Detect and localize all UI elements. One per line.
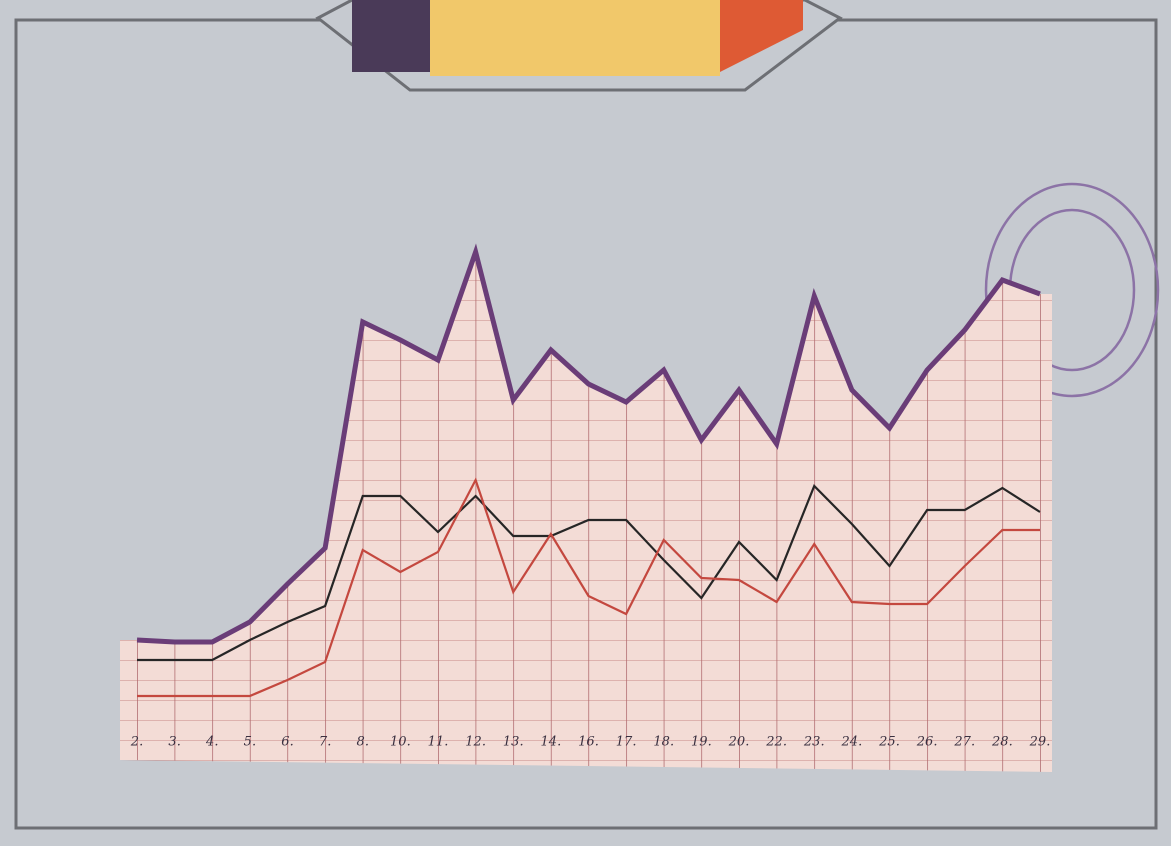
x-tick-label: 6. <box>281 735 293 750</box>
chart: 2. 3. 4. 5. 6. 7. 8. 10. 11. 12. 13. 14. 16. 17. 18. 19… <box>0 0 1171 846</box>
x-tick-label: 19. <box>691 735 712 750</box>
page: {"chart_data": {"type": "line", "categor… <box>0 0 1171 846</box>
x-tick-label: 23. <box>803 735 825 750</box>
x-tick-label: 11. <box>428 735 449 750</box>
x-tick-label: 16. <box>578 735 599 750</box>
x-tick-label: 18. <box>653 735 674 750</box>
x-tick-label: 4. <box>205 735 218 750</box>
x-tick-label: 25. <box>878 735 900 750</box>
x-tick-label: 2. <box>130 735 143 750</box>
x-tick-label: 28. <box>991 735 1013 750</box>
x-tick-label: 5. <box>244 735 256 750</box>
x-tick-label: 13. <box>503 735 524 750</box>
x-tick-label: 29. <box>1029 735 1051 750</box>
x-tick-label: 17. <box>616 735 637 750</box>
x-tick-label: 12. <box>465 735 486 750</box>
x-tick-label: 3. <box>168 735 180 750</box>
x-tick-label: 24. <box>841 735 863 750</box>
x-tick-label: 10. <box>390 735 411 750</box>
x-tick-label: 14. <box>541 735 562 750</box>
x-tick-label: 27. <box>953 735 975 750</box>
x-tick-label: 26. <box>916 735 938 750</box>
banner-band <box>430 0 720 76</box>
x-tick-label: 20. <box>728 735 750 750</box>
x-tick-label: 22. <box>765 735 787 750</box>
x-tick-label: 8. <box>357 735 369 750</box>
x-tick-label: 7. <box>319 735 331 750</box>
banner-band <box>352 0 430 72</box>
